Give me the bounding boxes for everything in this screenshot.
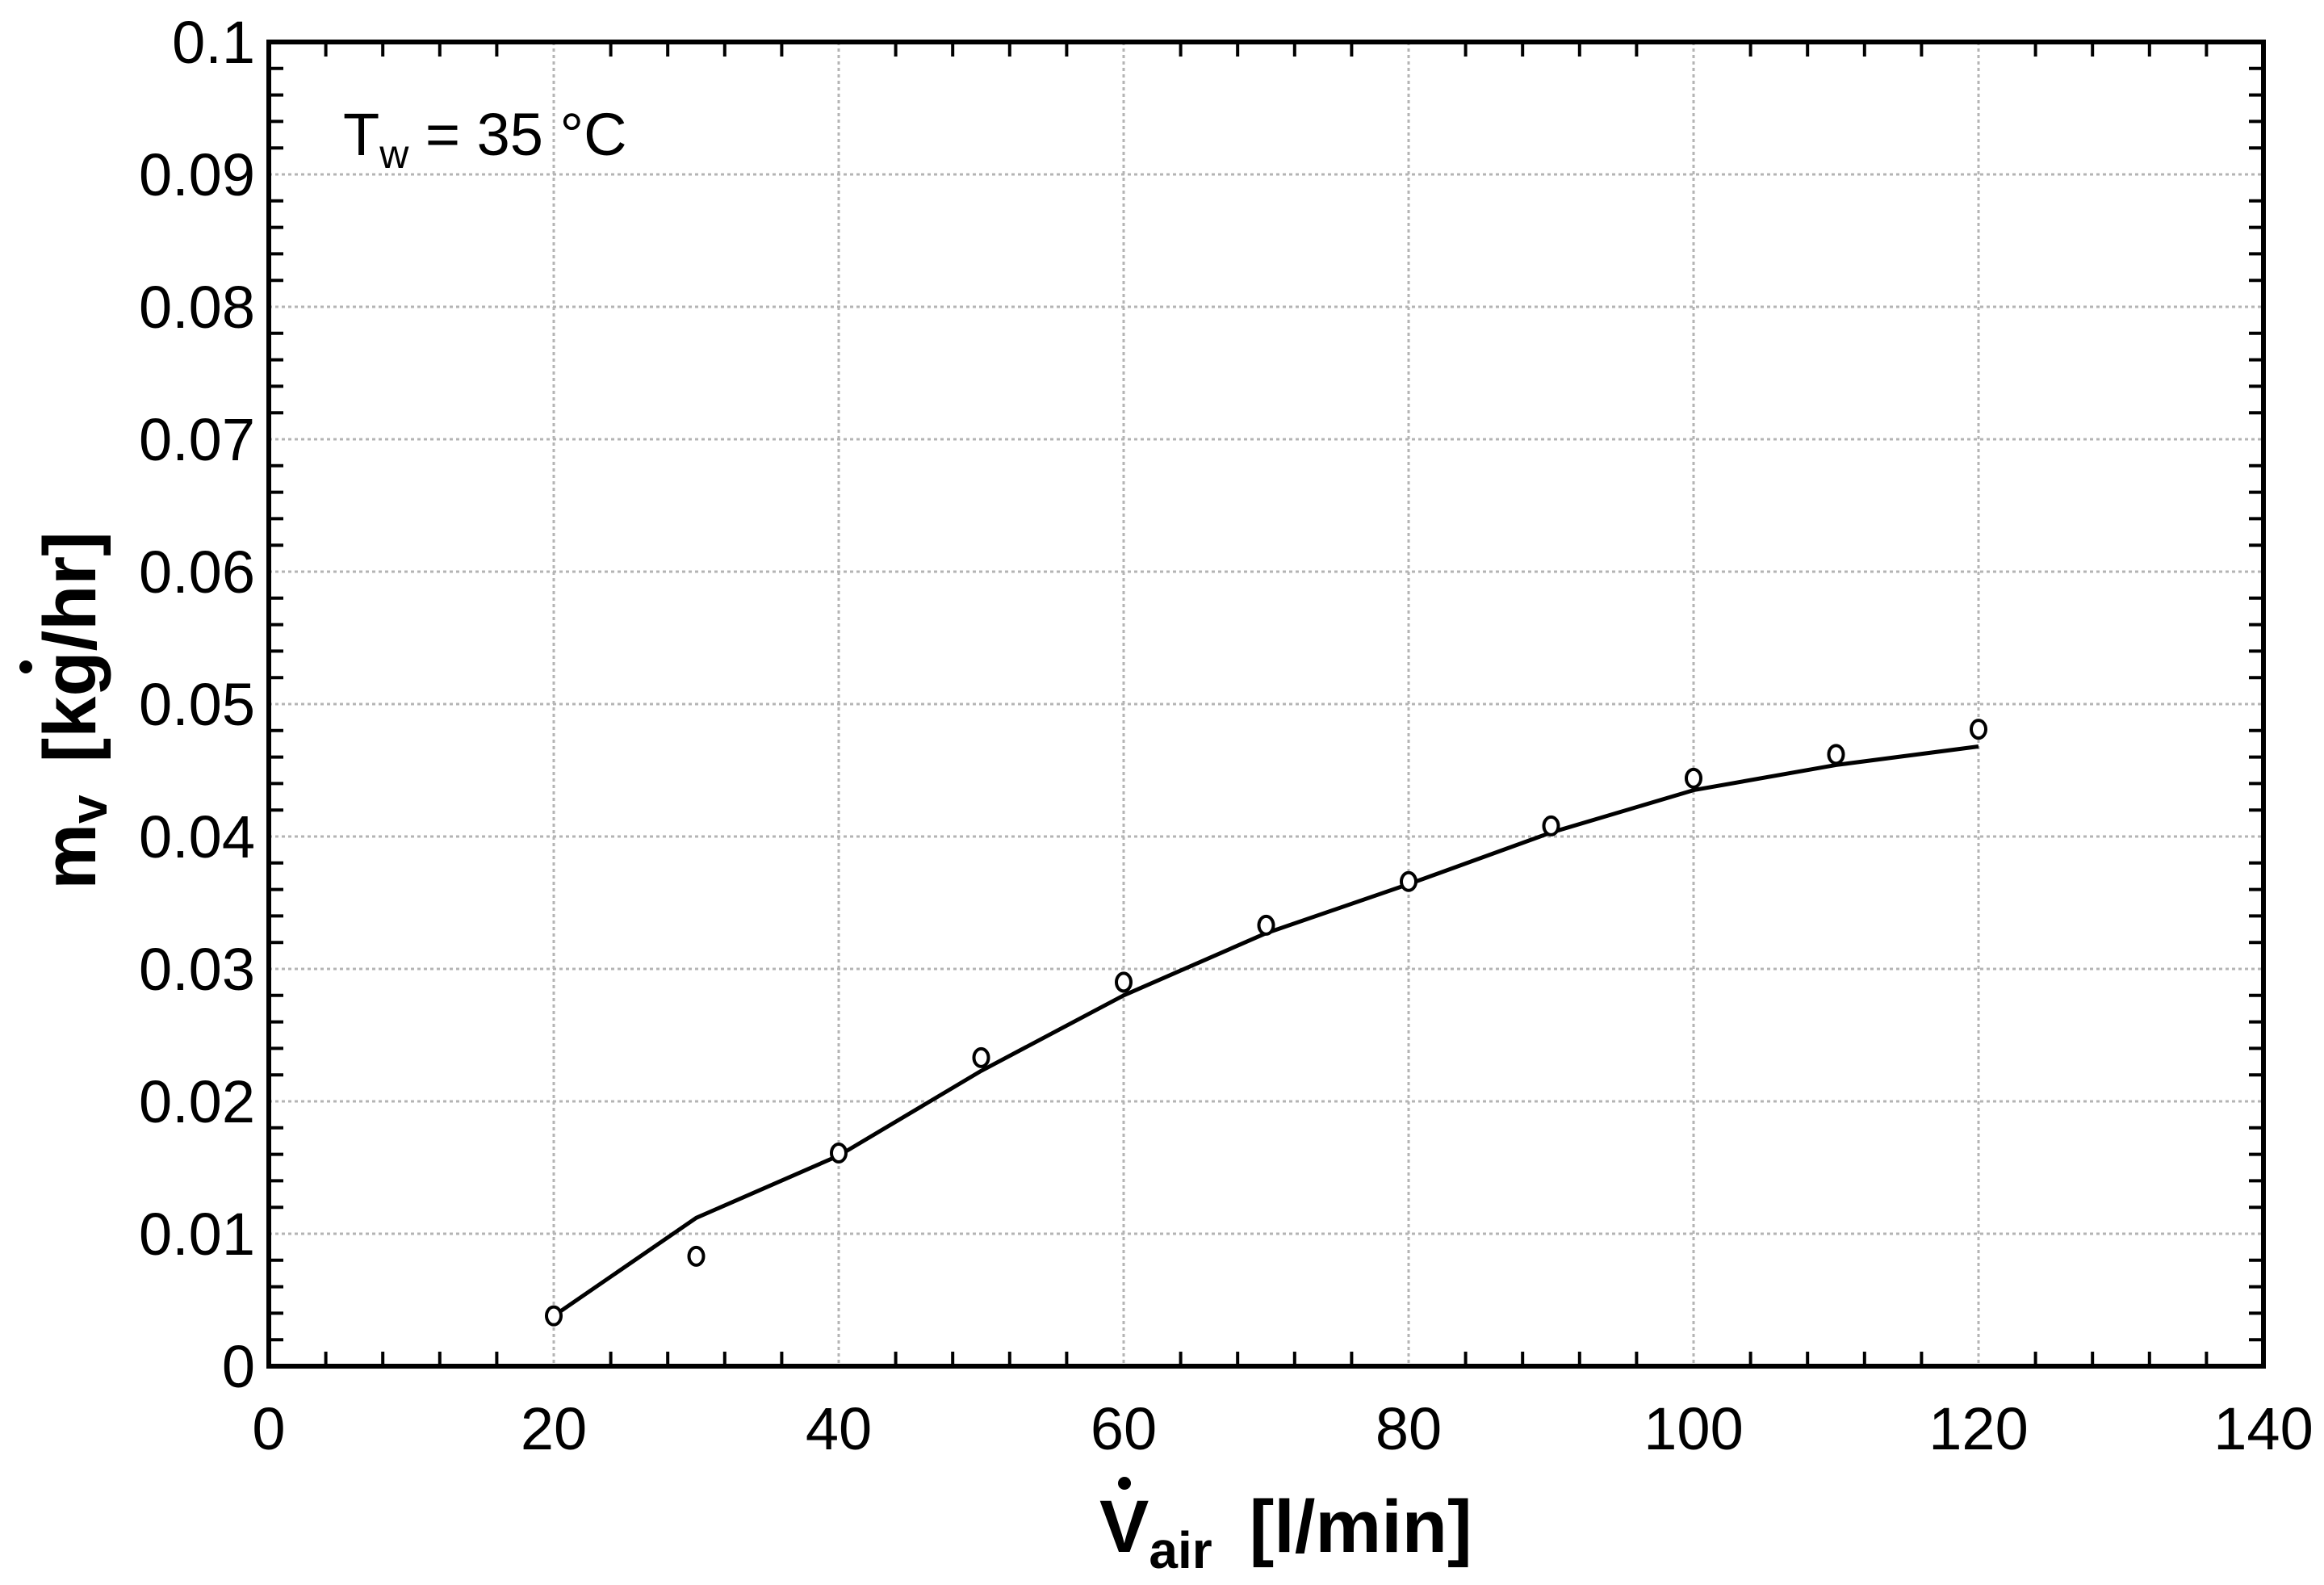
x-label-dot	[1118, 1477, 1131, 1490]
grid	[269, 42, 2263, 1366]
annotation: Tw = 35 °C	[343, 101, 627, 177]
x-tick-label: 60	[1091, 1395, 1157, 1462]
y-tick-label: 0	[222, 1333, 255, 1400]
y-tick-label: 0.01	[139, 1201, 255, 1268]
data-point	[830, 1142, 848, 1164]
x-label-subscript: air	[1149, 1521, 1212, 1579]
x-tick-label: 100	[1644, 1395, 1743, 1462]
series-line	[552, 744, 1979, 1318]
x-tick-label: 140	[2213, 1395, 2313, 1462]
y-label-subscript: v	[60, 795, 118, 824]
x-axis-label: Vair [l/min]	[1099, 1477, 1472, 1579]
y-tick-label: 0.1	[172, 9, 255, 76]
data-point	[1257, 914, 1275, 936]
y-tick-label: 0.03	[139, 936, 255, 1003]
plot-frame	[266, 40, 2266, 1369]
data-point	[1970, 719, 1987, 740]
x-label-symbol: V	[1099, 1486, 1149, 1568]
y-label-dot	[19, 660, 32, 673]
x-label-unit: [l/min]	[1250, 1486, 1472, 1568]
data-point	[1685, 767, 1702, 789]
x-tick-label: 120	[1928, 1395, 2028, 1462]
data-point	[1542, 815, 1560, 837]
y-tick-label: 0.05	[139, 671, 255, 738]
data-point	[687, 1245, 706, 1267]
y-label-symbol: m	[29, 824, 111, 890]
annotation-text: = 35 °C	[408, 101, 626, 168]
y-tick-label: 0.04	[139, 803, 255, 870]
y-axis-label: mv [kg/hr]	[19, 531, 118, 890]
y-tick-label: 0.06	[139, 539, 255, 606]
data-point	[545, 1305, 563, 1327]
data-point	[1400, 870, 1417, 892]
x-tick-label: 40	[806, 1395, 872, 1462]
annotation-subscript: w	[379, 132, 409, 177]
svg-text:mv[kg/hr]: mv [kg/hr]	[29, 531, 118, 890]
y-tick-label: 0.08	[139, 274, 255, 341]
tick-labels: 0 20 40 60 80 100 120 140 0 0.01 0.02 0.03 0.04 0.05 0…	[139, 9, 2314, 1462]
x-tick-label: 80	[1376, 1395, 1442, 1462]
series	[545, 719, 1987, 1327]
data-point	[1827, 744, 1845, 765]
annotation-symbol: T	[343, 101, 379, 168]
y-tick-label: 0.07	[139, 406, 255, 473]
y-tick-label: 0.09	[139, 141, 255, 208]
x-tick-label: 20	[521, 1395, 587, 1462]
y-label-unit: [kg/hr]	[29, 531, 111, 762]
data-point	[972, 1046, 990, 1068]
x-tick-label: 0	[252, 1395, 285, 1462]
y-tick-label: 0.02	[139, 1068, 255, 1135]
svg-text:Vair[l/min]: Vair [l/min]	[1099, 1486, 1472, 1579]
data-point	[1115, 971, 1133, 993]
